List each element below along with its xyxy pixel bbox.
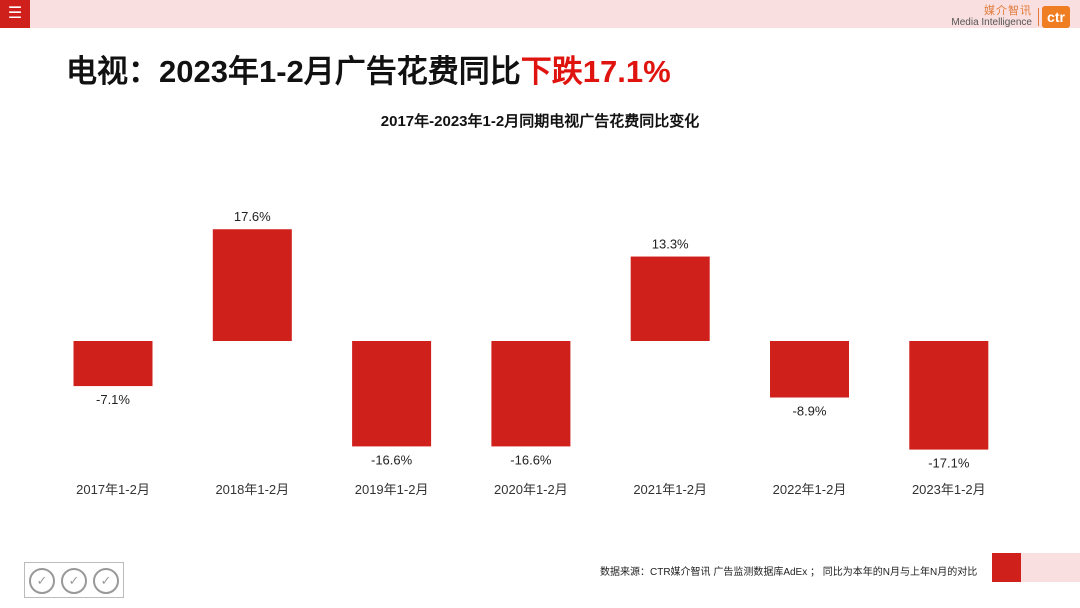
bar (630, 256, 710, 341)
category-label: 2023年1-2月 (912, 482, 986, 497)
data-label: -16.6% (371, 452, 413, 467)
bar (909, 341, 989, 450)
logo-text: 媒介智讯 Media Intelligence (951, 5, 1032, 29)
sgs-mark-icon: ✓ (61, 568, 87, 594)
bar (212, 229, 292, 341)
category-label: 2020年1-2月 (494, 482, 568, 497)
footer-pink-block (1021, 553, 1080, 582)
bar (352, 341, 432, 447)
sgs-mark-icon: ✓ (29, 568, 55, 594)
data-label: 13.3% (652, 237, 689, 252)
logo-divider (1038, 8, 1039, 26)
top-bar (0, 0, 1080, 28)
page-title-prefix: 电视：2023年1-2月广告花费同比 (66, 54, 521, 89)
category-label: 2019年1-2月 (355, 482, 429, 497)
certification-badges: ✓ ✓ ✓ (24, 562, 124, 598)
chart-title: 2017年-2023年1-2月同期电视广告花费同比变化 (380, 113, 700, 130)
menu-button[interactable]: ☰ (0, 0, 30, 28)
data-label: -17.1% (928, 456, 970, 471)
data-label: -16.6% (510, 452, 552, 467)
data-label: 17.6% (234, 209, 271, 224)
data-label: -8.9% (793, 404, 827, 419)
sgs-mark-icon: ✓ (93, 568, 119, 594)
page-title-highlight: 下跌17.1% (520, 54, 671, 89)
logo-en: Media Intelligence (951, 17, 1032, 28)
bar (73, 341, 153, 387)
logo-cn: 媒介智讯 (984, 5, 1032, 17)
bar (770, 341, 849, 398)
category-label: 2017年1-2月 (76, 482, 150, 497)
ctr-logo: ctr (1042, 6, 1070, 28)
bar (491, 341, 571, 447)
hamburger-icon: ☰ (7, 5, 23, 22)
source-note: 数据来源：CTR媒介智讯 广告监测数据库AdEx ； 同比为本年的N月与上年N月… (600, 567, 978, 578)
footer-red-block (992, 553, 1021, 582)
page-title: 电视：2023年1-2月广告花费同比下跌17.1% (66, 46, 671, 91)
category-label: 2018年1-2月 (215, 482, 289, 497)
category-label: 2021年1-2月 (633, 482, 707, 497)
data-label: -7.1% (96, 392, 130, 407)
category-label: 2022年1-2月 (773, 482, 847, 497)
